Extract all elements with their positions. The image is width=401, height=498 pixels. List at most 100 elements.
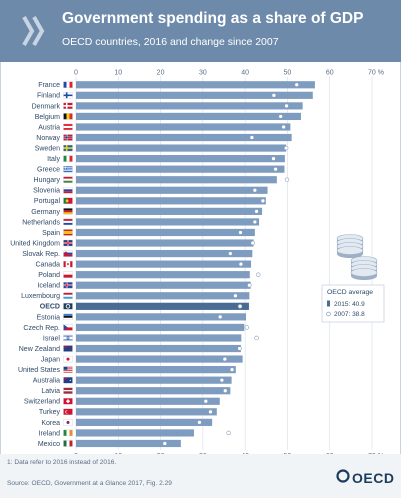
category-label: Iceland — [37, 283, 60, 290]
marker-2007 — [254, 209, 259, 214]
flag-pl-icon — [63, 271, 73, 278]
bar-2016 — [76, 355, 243, 363]
marker-2007 — [294, 82, 299, 87]
category-label: Belgium — [35, 114, 60, 121]
bar-2016 — [76, 366, 236, 374]
marker-2007 — [256, 272, 261, 277]
coins-icon — [336, 234, 378, 280]
flag-es-icon — [63, 229, 73, 236]
bar-2016 — [76, 81, 315, 89]
bar-2016 — [76, 281, 251, 289]
category-label: Israel — [43, 335, 61, 342]
chevron-logo-icon — [22, 16, 45, 46]
marker-2007 — [252, 219, 258, 225]
flag-si-icon — [63, 187, 73, 194]
chart-title: Government spending as a share of GDP — [62, 10, 364, 27]
flag-pt-icon — [63, 197, 73, 204]
oecd-logo-icon — [336, 469, 350, 483]
flag-se-icon — [63, 144, 73, 152]
bar-2016 — [76, 239, 254, 247]
oecd-logo-text: OECD — [352, 470, 395, 486]
category-label: Hungary — [34, 177, 61, 184]
flag-ee-icon — [63, 313, 73, 321]
category-label: Denmark — [32, 103, 61, 110]
bar-2016 — [76, 313, 246, 321]
marker-2007 — [273, 166, 278, 172]
category-label: Estonia — [37, 314, 60, 321]
marker-2007 — [208, 409, 213, 415]
x-tick-label-top: 10 — [114, 70, 122, 77]
legend-title: OECD average — [327, 289, 373, 296]
bar-2016 — [76, 144, 287, 152]
x-tick-label-bottom: 10 — [114, 453, 122, 454]
marker-2007 — [284, 103, 289, 109]
marker-2007 — [244, 325, 250, 330]
footnote: 1: Data refer to 2016 instead of 2016. — [7, 459, 117, 466]
flag-be-icon — [63, 113, 73, 120]
bar-chart: 0 0 10 10 20 20 30 30 40 40 50 50 60 60 70 % 70 % France… — [10, 70, 385, 454]
marker-2007 — [219, 377, 225, 383]
x-tick-label-bottom: 20 — [157, 453, 165, 454]
flag-fr-icon — [63, 81, 73, 88]
marker-2007 — [260, 198, 266, 204]
bar-2016 — [76, 207, 263, 215]
flag-lv-icon — [63, 387, 73, 394]
bar-2016 — [76, 344, 241, 353]
category-label: Finland — [37, 93, 60, 100]
marker-2007 — [249, 135, 255, 140]
category-label: Slovak Rep. — [22, 251, 60, 258]
x-tick-label-top: 30 — [199, 70, 207, 77]
category-label: Czech Rep. — [23, 325, 60, 332]
marker-2007 — [278, 114, 283, 119]
bar-2016 — [76, 123, 291, 131]
flag-sk-icon — [63, 250, 73, 257]
flag-il-icon — [63, 334, 73, 342]
category-label: Switzerland — [24, 399, 60, 406]
flag-gr-icon — [63, 166, 73, 173]
bar-2016 — [76, 271, 250, 279]
marker-2007 — [271, 93, 277, 98]
flag-de-icon — [63, 208, 73, 215]
category-label: United Kingdom — [10, 240, 60, 247]
legend-label-2015: 2015: 40.9 — [334, 301, 365, 308]
category-label: Austria — [38, 124, 60, 131]
flag-ie-icon — [63, 429, 73, 437]
category-label: Australia — [33, 378, 60, 385]
marker-2007 — [254, 335, 259, 341]
bar-2016 — [76, 439, 181, 448]
flag-is-icon — [63, 282, 73, 289]
bar-2016 — [76, 376, 232, 384]
category-label: New Zealand — [19, 346, 60, 353]
category-label: Turkey — [39, 409, 61, 416]
flag-us-icon — [63, 366, 73, 373]
category-label: United States — [18, 367, 61, 374]
category-label: Korea — [41, 420, 60, 427]
flag-kr-icon — [63, 419, 73, 426]
bar-2016 — [76, 218, 260, 226]
marker-2007 — [203, 399, 209, 404]
marker-2007 — [252, 188, 258, 193]
category-label: Italy — [47, 156, 60, 163]
marker-2007 — [271, 156, 276, 161]
flag-cz-icon — [63, 324, 73, 331]
bar-2016 — [76, 302, 249, 310]
category-label: Ireland — [39, 430, 61, 437]
marker-2007 — [237, 304, 243, 309]
x-tick-label-bottom: 40 — [241, 453, 249, 454]
header-band: Government spending as a share of GDP OE… — [0, 0, 401, 62]
flag-fi-icon — [63, 92, 73, 99]
category-label: Greece — [37, 167, 60, 174]
legend-bar-swatch — [327, 300, 330, 307]
marker-2007 — [217, 314, 223, 320]
category-label: Netherlands — [22, 219, 60, 226]
marker-2007 — [229, 367, 235, 372]
x-tick-label-bottom: 50 — [284, 453, 292, 454]
legend-circle-swatch — [326, 311, 331, 317]
source-note: Source: OECD, Government at a Glance 201… — [7, 480, 172, 487]
bar-2016 — [76, 387, 231, 395]
flag-no-icon — [63, 134, 73, 141]
category-label: Latvia — [41, 388, 60, 395]
marker-2007 — [250, 240, 255, 246]
flag-ca-icon — [63, 260, 73, 268]
category-label: Slovenia — [33, 188, 60, 195]
